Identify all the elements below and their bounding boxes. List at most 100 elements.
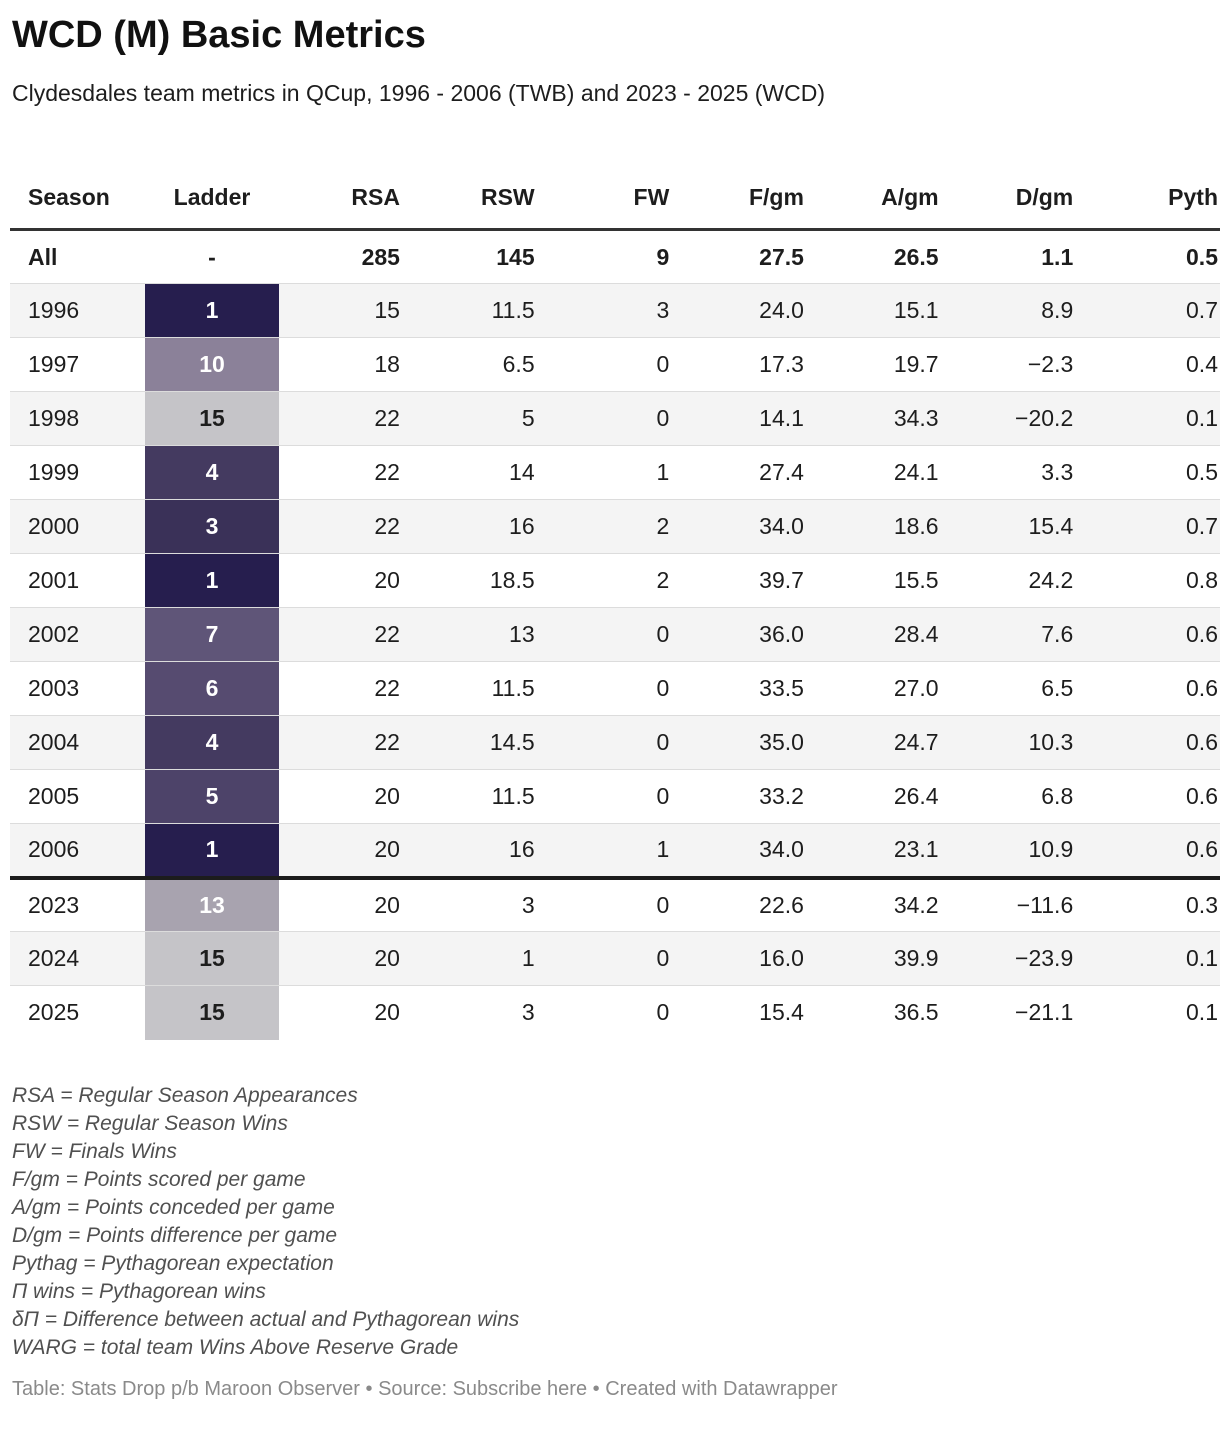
pyth-cell: 0.1 [1087, 931, 1220, 986]
agm-cell: 34.2 [817, 875, 953, 932]
table-row-2025: 2025 15 20 3 0 15.4 36.5 −21.1 0.1 [10, 985, 1220, 1040]
dgm-cell: 3.3 [952, 445, 1088, 500]
ladder-heatmap-cell: 15 [144, 985, 280, 1040]
rsw-cell: 3 [413, 985, 549, 1040]
pyth-cell: 0.1 [1087, 985, 1220, 1040]
season-cell: 1998 [10, 391, 145, 446]
fw-cell: 0 [548, 985, 684, 1040]
fgm-cell: 15.4 [683, 985, 818, 1040]
fw-cell: 0 [548, 391, 684, 446]
fgm-cell: 27.5 [759, 243, 804, 270]
fw-cell: 0 [548, 715, 684, 770]
fw-cell: 0 [548, 661, 684, 716]
table-row-2023: 2023 13 20 3 0 22.6 34.2 −11.6 0.3 [10, 875, 1220, 932]
rsa-cell: 20 [279, 875, 414, 932]
agm-cell: 26.5 [893, 243, 939, 270]
footnote-line: Pythag = Pythagorean expectation [12, 1251, 334, 1275]
pyth-cell: 0.6 [1087, 607, 1220, 662]
column-header-rsa: RSA [279, 166, 414, 232]
fw-cell: 9 [656, 243, 670, 270]
ladder-heatmap-cell: 1 [144, 553, 280, 608]
footnote-line: FW = Finals Wins [12, 1139, 177, 1163]
dgm-cell: 7.6 [952, 607, 1088, 662]
fgm-cell: 27.4 [683, 445, 818, 500]
agm-cell: 34.3 [817, 391, 953, 446]
ladder-heatmap-cell: 5 [144, 769, 280, 824]
rsw-cell: 14 [413, 445, 549, 500]
rsa-cell: 22 [279, 607, 414, 662]
fgm-cell: 34.0 [683, 823, 818, 878]
table-row-2024: 2024 15 20 1 0 16.0 39.9 −23.9 0.1 [10, 931, 1220, 986]
fw-cell: 0 [548, 337, 684, 392]
footnote-line: WARG = total team Wins Above Reserve Gra… [12, 1335, 459, 1359]
rsa-cell: 22 [279, 715, 414, 770]
rsw-cell: 11.5 [413, 769, 549, 824]
fgm-cell: 24.0 [683, 283, 818, 338]
column-header-pyth: Pyth [1087, 166, 1220, 232]
table-row-2005: 2005 5 20 11.5 0 33.2 26.4 6.8 0.6 [10, 769, 1220, 824]
rsa-cell: 18 [279, 337, 414, 392]
fgm-cell: 16.0 [683, 931, 818, 986]
column-header-fw: FW [548, 166, 684, 232]
separator: • [359, 1377, 379, 1400]
table-row-2000: 2000 3 22 16 2 34.0 18.6 15.4 0.7 [10, 499, 1220, 554]
fgm-cell: 33.2 [683, 769, 818, 824]
table-row-2002: 2002 7 22 13 0 36.0 28.4 7.6 0.6 [10, 607, 1220, 662]
rsa-cell: 20 [279, 553, 414, 608]
agm-cell: 27.0 [817, 661, 953, 716]
chart-header: WCD (M) Basic Metrics Clydesdales team m… [0, 0, 1220, 107]
fw-cell: 1 [548, 823, 684, 878]
fgm-cell: 17.3 [683, 337, 818, 392]
pyth-cell: 0.6 [1087, 823, 1220, 878]
table-row-1998: 1998 15 22 5 0 14.1 34.3 −20.2 0.1 [10, 391, 1220, 446]
season-cell: 2002 [10, 607, 145, 662]
rsw-cell: 11.5 [413, 283, 549, 338]
dgm-cell: −11.6 [952, 875, 1088, 932]
season-cell: 2004 [10, 715, 145, 770]
ladder-heatmap-cell: - [208, 243, 216, 270]
season-cell: 2023 [10, 875, 145, 932]
table-row-1996: 1996 1 15 11.5 3 24.0 15.1 8.9 0.7 [10, 283, 1220, 338]
table-row-1997: 1997 10 18 6.5 0 17.3 19.7 −2.3 0.4 [10, 337, 1220, 392]
table-row-all: All - 285 145 9 27.5 26.5 1.1 0.5 [10, 230, 1220, 284]
column-header-rsw: RSW [413, 166, 549, 232]
source-link[interactable]: Subscribe here [452, 1377, 588, 1400]
season-cell: 2003 [10, 661, 145, 716]
dgm-cell: −21.1 [952, 985, 1088, 1040]
fw-cell: 2 [548, 499, 684, 554]
column-header-ladder: Ladder [144, 166, 280, 232]
season-cell: 2024 [10, 931, 145, 986]
rsw-cell: 16 [413, 499, 549, 554]
table-body: All -285 145 9 27.5 26.5 1.1 0.5 1996 1 15 11.5 3 24.… [10, 230, 1220, 1040]
season-cell: 2025 [10, 985, 145, 1040]
footnote-line: F/gm = Points scored per game [12, 1167, 306, 1191]
season-cell: 1997 [10, 337, 145, 392]
rsa-cell: 20 [279, 985, 414, 1040]
fgm-cell: 14.1 [683, 391, 818, 446]
fw-cell: 0 [548, 931, 684, 986]
pyth-cell: 0.7 [1087, 499, 1220, 554]
season-cell: 1999 [10, 445, 145, 500]
dgm-cell: −23.9 [952, 931, 1088, 986]
agm-cell: 36.5 [817, 985, 953, 1040]
pyth-cell: 0.6 [1087, 715, 1220, 770]
ladder-heatmap-cell: 4 [144, 445, 280, 500]
dgm-cell: 8.9 [952, 283, 1088, 338]
metrics-table: Season Ladder RSA RSW FW F/gm A/gm D/gm Pyth All… [10, 166, 1220, 1040]
pyth-cell: 0.6 [1087, 769, 1220, 824]
table-row-1999: 1999 4 22 14 1 27.4 24.1 3.3 0.5 [10, 445, 1220, 500]
rsw-cell: 16 [413, 823, 549, 878]
ladder-heatmap-cell: 15 [144, 391, 280, 446]
ladder-heatmap-cell: 6 [144, 661, 280, 716]
rsw-cell: 145 [496, 243, 535, 270]
dgm-cell: 24.2 [952, 553, 1088, 608]
fw-cell: 2 [548, 553, 684, 608]
table-head: Season Ladder RSA RSW FW F/gm A/gm D/gm Pyth [10, 166, 1220, 232]
fw-cell: 3 [548, 283, 684, 338]
fw-cell: 0 [548, 769, 684, 824]
season-cell: 2006 [10, 823, 145, 878]
datawrapper-credit: Created with Datawrapper [605, 1377, 838, 1400]
page-title: WCD (M) Basic Metrics [12, 14, 426, 56]
rsw-cell: 18.5 [413, 553, 549, 608]
